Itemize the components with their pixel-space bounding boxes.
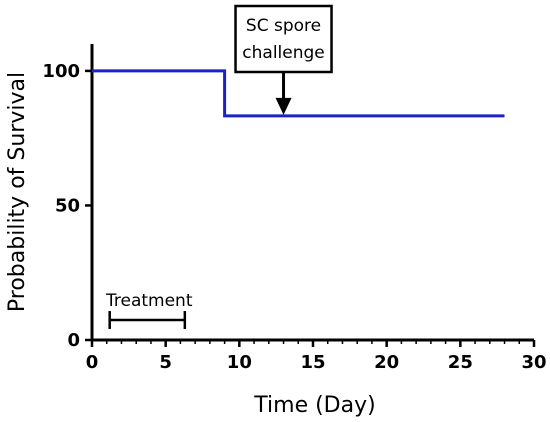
- y-tick-label: 100: [42, 61, 80, 82]
- challenge-arrow-icon: [275, 97, 292, 115]
- x-axis-label: Time (Day): [253, 393, 375, 418]
- x-tick-label: 0: [86, 352, 99, 373]
- series-line-0: [92, 69, 505, 118]
- x-tick-label: 20: [374, 352, 399, 373]
- x-tick-label: 10: [227, 352, 252, 373]
- treatment-label: Treatment: [105, 291, 193, 311]
- series-layer: [92, 69, 505, 118]
- y-axis-label: Probability of Survival: [5, 72, 30, 312]
- annotation-layer: SC spore challenge Treatment: [105, 4, 333, 329]
- x-axis-ticks: 0 5 10 15 20 25 30: [86, 340, 547, 373]
- challenge-annotation-box: [234, 4, 333, 74]
- challenge-annotation-line1: SC spore: [246, 16, 321, 36]
- x-tick-label: 25: [448, 352, 473, 373]
- x-tick-label: 5: [159, 352, 172, 373]
- y-tick-label: 0: [67, 330, 80, 351]
- x-tick-label: 15: [300, 352, 325, 373]
- challenge-annotation-line2: challenge: [242, 43, 324, 63]
- x-tick-label: 30: [521, 352, 546, 373]
- y-tick-label: 50: [55, 195, 80, 216]
- y-axis-ticks: 0 50 100: [42, 61, 92, 351]
